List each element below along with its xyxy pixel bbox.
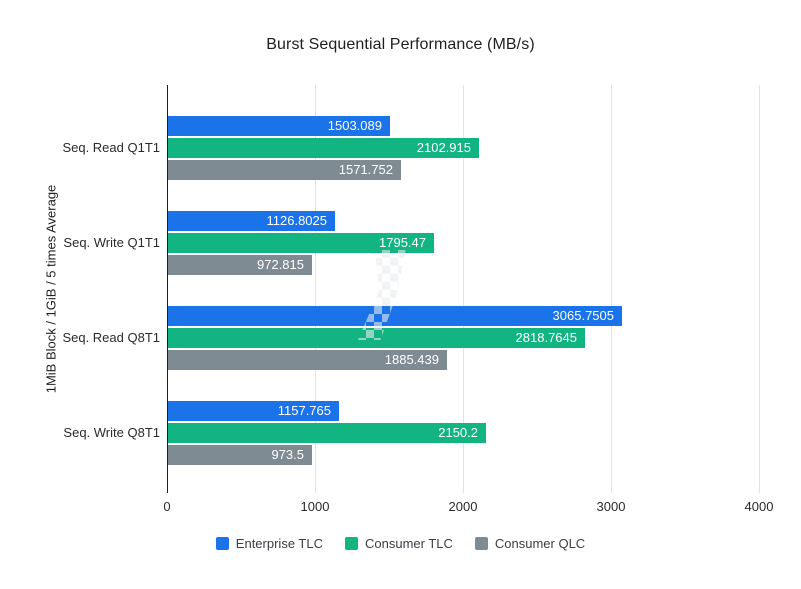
- bar-value-label: 3065.7505: [552, 308, 614, 323]
- category-label: Seq. Write Q8T1: [63, 425, 160, 440]
- legend-swatch-icon: [215, 537, 229, 550]
- x-tick-label: 1000: [300, 499, 330, 514]
- gridline: [463, 85, 464, 493]
- bar-consumer-qlc[interactable]: 972.815: [168, 255, 312, 275]
- legend-item-consumer-qlc[interactable]: Consumer QLC: [474, 536, 586, 551]
- gridline: [759, 85, 760, 493]
- category-label: Seq. Read Q8T1: [62, 330, 160, 345]
- bar-enterprise-tlc[interactable]: 3065.7505: [168, 306, 622, 326]
- plot-area: 1503.089 2102.915 1571.752 1126.8025 1795.47…: [167, 85, 760, 493]
- bar-consumer-tlc[interactable]: 1795.47: [168, 233, 434, 253]
- bar-value-label: 973.5: [271, 447, 304, 462]
- bar-value-label: 972.815: [257, 257, 304, 272]
- legend-label: Consumer TLC: [364, 536, 453, 551]
- category-label: Seq. Write Q1T1: [63, 235, 160, 250]
- bar-consumer-qlc[interactable]: 1885.439: [168, 350, 447, 370]
- bar-value-label: 2150.2: [438, 425, 478, 440]
- bar-value-label: 1157.765: [277, 403, 331, 418]
- x-tick-label: 2000: [448, 499, 478, 514]
- legend-label: Consumer QLC: [494, 536, 586, 551]
- legend-swatch-icon: [344, 537, 358, 550]
- bar-consumer-tlc[interactable]: 2818.7645: [168, 328, 585, 348]
- legend-swatch-icon: [474, 537, 488, 550]
- gridline: [315, 85, 316, 493]
- chart-title: Burst Sequential Performance (MB/s): [266, 36, 535, 53]
- x-tick-label: 0: [163, 499, 171, 514]
- category-label: Seq. Read Q1T1: [62, 140, 160, 155]
- legend-item-consumer-tlc[interactable]: Consumer TLC: [344, 536, 453, 551]
- bar-value-label: 1795.47: [379, 235, 426, 250]
- y-axis-title: 1MiB Block / 1GiB / 5 times Average: [43, 184, 59, 394]
- legend-label: Enterprise TLC: [235, 536, 323, 551]
- legend-item-enterprise-tlc[interactable]: Enterprise TLC: [215, 536, 323, 551]
- axis-baseline: [167, 85, 168, 493]
- bar-enterprise-tlc[interactable]: 1503.089: [168, 116, 390, 136]
- legend: Enterprise TLC Consumer TLC Consumer QLC: [0, 536, 801, 551]
- bar-value-label: 1503.089: [327, 118, 382, 133]
- bar-value-label: 2102.915: [416, 140, 471, 155]
- bar-enterprise-tlc[interactable]: 1157.765: [168, 401, 339, 421]
- bar-value-label: 1571.752: [338, 162, 393, 177]
- bar-enterprise-tlc[interactable]: 1126.8025: [168, 211, 335, 231]
- bar-consumer-tlc[interactable]: 2150.2: [168, 423, 486, 443]
- bar-value-label: 1126.8025: [266, 213, 328, 228]
- bar-consumer-tlc[interactable]: 2102.915: [168, 138, 479, 158]
- bar-consumer-qlc[interactable]: 1571.752: [168, 160, 401, 180]
- x-tick-label: 3000: [596, 499, 626, 514]
- gridline: [611, 85, 612, 493]
- bar-value-label: 2818.7645: [515, 330, 577, 345]
- bar-value-label: 1885.439: [384, 352, 439, 367]
- x-tick-label: 4000: [744, 499, 774, 514]
- bar-consumer-qlc[interactable]: 973.5: [168, 445, 312, 465]
